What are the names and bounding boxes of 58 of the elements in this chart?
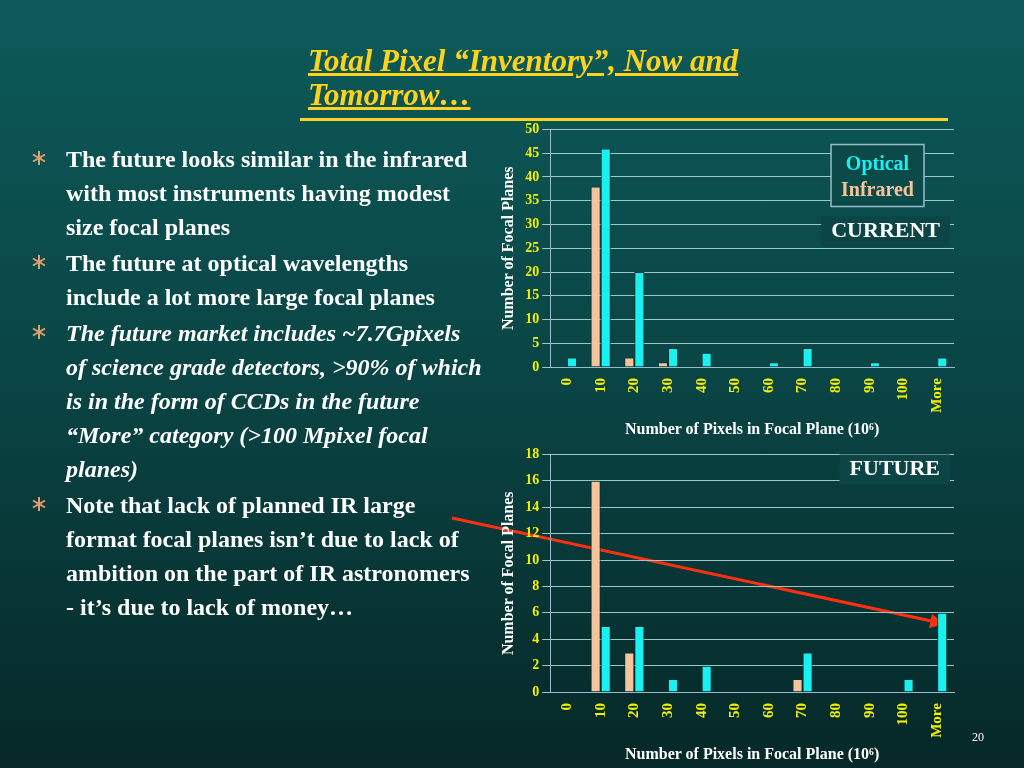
x-tick-label: 40 bbox=[692, 378, 709, 394]
y-tick-label: 15 bbox=[525, 287, 540, 303]
x-tick-label: More bbox=[928, 702, 945, 738]
x-tick-label: 60 bbox=[759, 378, 776, 394]
text: The future at optical wavelengths include a lot more large focal planes bbox=[65, 249, 436, 312]
y-tick-label: 18 bbox=[525, 446, 540, 462]
y-tick-label: 35 bbox=[525, 192, 540, 208]
x-tick-label: 30 bbox=[658, 378, 675, 394]
x-tick-label: 80 bbox=[827, 378, 844, 394]
x-tick-label: 10 bbox=[591, 703, 608, 719]
x-tick-label: 50 bbox=[726, 703, 743, 719]
x-axis-title: Number of Pixels in Focal Plane (10⁶) bbox=[624, 744, 880, 763]
x-tick-label: 40 bbox=[692, 703, 709, 719]
x-tick-label: 10 bbox=[591, 378, 608, 394]
x-tick-label: 70 bbox=[793, 378, 810, 394]
y-tick-label: 2 bbox=[532, 657, 540, 673]
y-tick-label: 30 bbox=[525, 216, 540, 232]
y-tick-label: 10 bbox=[525, 311, 540, 327]
y-axis-title: Number of Focal Planes bbox=[498, 166, 516, 331]
annotation: FUTURE bbox=[849, 455, 940, 481]
x-tick-label: 20 bbox=[625, 378, 642, 394]
x-tick-label: 100 bbox=[894, 378, 911, 401]
x-tick-label: 100 bbox=[894, 703, 911, 726]
x-tick-label: 50 bbox=[726, 378, 743, 394]
y-tick-label: 0 bbox=[532, 683, 540, 699]
y-tick-label: 40 bbox=[525, 168, 540, 184]
text: 20 bbox=[972, 730, 984, 745]
y-tick-label: 14 bbox=[525, 498, 540, 514]
y-tick-label: 0 bbox=[532, 358, 540, 374]
x-tick-label: 60 bbox=[759, 703, 776, 719]
text: Note that lack of planned IR large format focal planes isn’t due to lack of ambition on the part of IR astronomers - it’s due to lack of money… bbox=[65, 491, 471, 622]
y-tick-label: 8 bbox=[532, 578, 540, 594]
x-tick-label: 90 bbox=[860, 378, 877, 394]
y-tick-label: 16 bbox=[525, 472, 540, 488]
y-tick-label: 4 bbox=[532, 630, 540, 646]
y-axis-title: Number of Focal Planes bbox=[498, 491, 516, 656]
y-tick-label: 5 bbox=[532, 334, 540, 350]
x-tick-label: More bbox=[928, 377, 945, 413]
y-tick-label: 45 bbox=[525, 144, 540, 160]
y-tick-label: 25 bbox=[525, 239, 540, 255]
text: Total Pixel “Inventory”, Now and Tomorrow… bbox=[308, 43, 740, 112]
y-tick-label: 10 bbox=[525, 551, 540, 567]
x-axis-title: Number of Pixels in Focal Plane (10⁶) bbox=[624, 419, 880, 438]
x-tick-label: 80 bbox=[827, 703, 844, 719]
x-tick-label: 0 bbox=[557, 703, 574, 711]
y-tick-label: 20 bbox=[525, 263, 540, 279]
x-tick-label: 20 bbox=[625, 703, 642, 719]
x-tick-label: 30 bbox=[658, 703, 675, 719]
y-tick-label: 50 bbox=[525, 121, 540, 137]
text: The future market includes ~7.7Gpixels of science grade detectors, >90% of which is in the form of CCDs in the future “More” category (>100 Mpixel focal planes) bbox=[63, 319, 482, 484]
x-tick-label: 70 bbox=[793, 703, 810, 719]
annotation: CURRENT bbox=[831, 217, 941, 243]
x-tick-label: 0 bbox=[557, 378, 574, 386]
text: Optical bbox=[845, 151, 910, 175]
text: The future looks similar in the infrared with most instruments having modest size focal planes bbox=[65, 145, 469, 242]
text: Infrared bbox=[841, 177, 914, 200]
x-tick-label: 90 bbox=[860, 703, 877, 719]
y-tick-label: 6 bbox=[532, 604, 540, 620]
